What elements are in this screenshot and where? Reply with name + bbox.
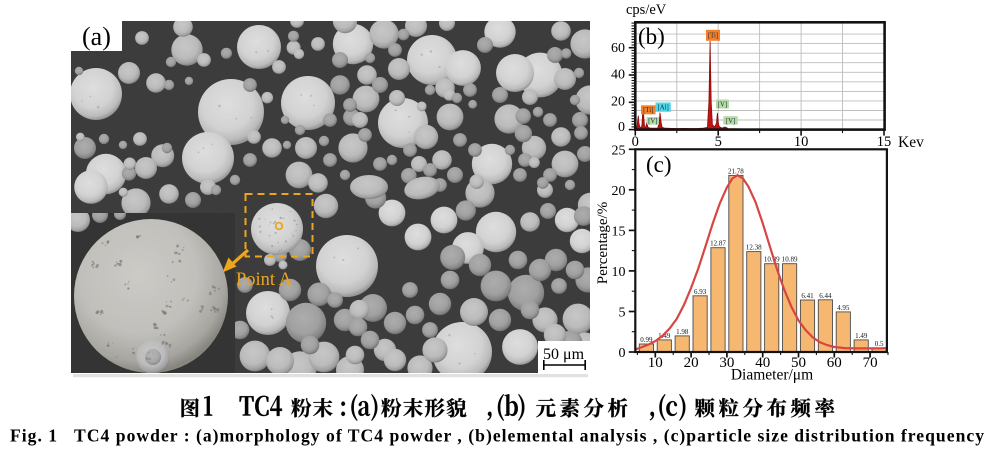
- svg-text:12.38: 12.38: [746, 244, 762, 252]
- svg-text:70: 70: [863, 355, 878, 371]
- svg-text:30: 30: [719, 355, 734, 371]
- svg-text:6.41: 6.41: [801, 292, 814, 300]
- svg-text:Percentage/%: Percentage/%: [595, 202, 611, 284]
- svg-text:Fig. 1 TC4 powder : (a)morph: Fig. 1 TC4 powder : (a)morphology of TC4…: [10, 426, 984, 446]
- svg-text:0: 0: [618, 120, 625, 135]
- svg-text:0: 0: [632, 134, 639, 150]
- svg-text:cps/eV: cps/eV: [626, 2, 667, 18]
- svg-text:0.99: 0.99: [640, 336, 653, 344]
- svg-text:[V]: [V]: [648, 118, 657, 125]
- svg-text:50 μm: 50 μm: [543, 346, 585, 363]
- svg-text:[Ti]: [Ti]: [708, 33, 718, 40]
- svg-text:0.5: 0.5: [875, 340, 884, 348]
- svg-text:6.93: 6.93: [694, 288, 707, 296]
- svg-text:(c): (c): [646, 152, 672, 177]
- svg-text:[Ti]: [Ti]: [643, 107, 653, 114]
- svg-text:5: 5: [619, 306, 626, 321]
- svg-text:20: 20: [612, 184, 626, 199]
- svg-text:[V]: [V]: [718, 101, 727, 108]
- svg-text:(b): (b): [638, 24, 665, 49]
- svg-text:21.78: 21.78: [728, 167, 744, 175]
- svg-text:5: 5: [715, 134, 722, 150]
- svg-text:20: 20: [611, 95, 625, 110]
- svg-text:10: 10: [612, 265, 626, 280]
- svg-text:40: 40: [755, 355, 770, 371]
- svg-text:60: 60: [611, 41, 625, 56]
- svg-text:20: 20: [684, 355, 699, 371]
- svg-text:10.89: 10.89: [782, 256, 798, 264]
- svg-text:[V]: [V]: [726, 118, 735, 125]
- svg-text:Kev: Kev: [898, 134, 924, 151]
- svg-text:40: 40: [611, 68, 625, 83]
- svg-text:Diameter/μm: Diameter/μm: [731, 367, 813, 384]
- svg-text:1.49: 1.49: [855, 332, 868, 340]
- svg-text:50: 50: [791, 355, 806, 371]
- svg-text:1.49: 1.49: [658, 332, 671, 340]
- svg-text:1.98: 1.98: [676, 328, 689, 336]
- svg-text:(a): (a): [82, 22, 111, 51]
- svg-text:Point A: Point A: [236, 270, 293, 290]
- svg-text:4.95: 4.95: [837, 304, 850, 312]
- svg-text:10.89: 10.89: [764, 256, 780, 264]
- svg-text:15: 15: [877, 134, 892, 150]
- svg-text:10: 10: [648, 355, 663, 371]
- svg-text:25: 25: [612, 143, 626, 158]
- svg-text:10: 10: [794, 134, 809, 150]
- svg-text:12.87: 12.87: [710, 240, 726, 248]
- svg-text:60: 60: [827, 355, 842, 371]
- svg-text:0: 0: [619, 346, 626, 361]
- svg-text:15: 15: [612, 224, 626, 239]
- svg-text:[Al]: [Al]: [657, 105, 668, 112]
- svg-text:6.44: 6.44: [819, 292, 832, 300]
